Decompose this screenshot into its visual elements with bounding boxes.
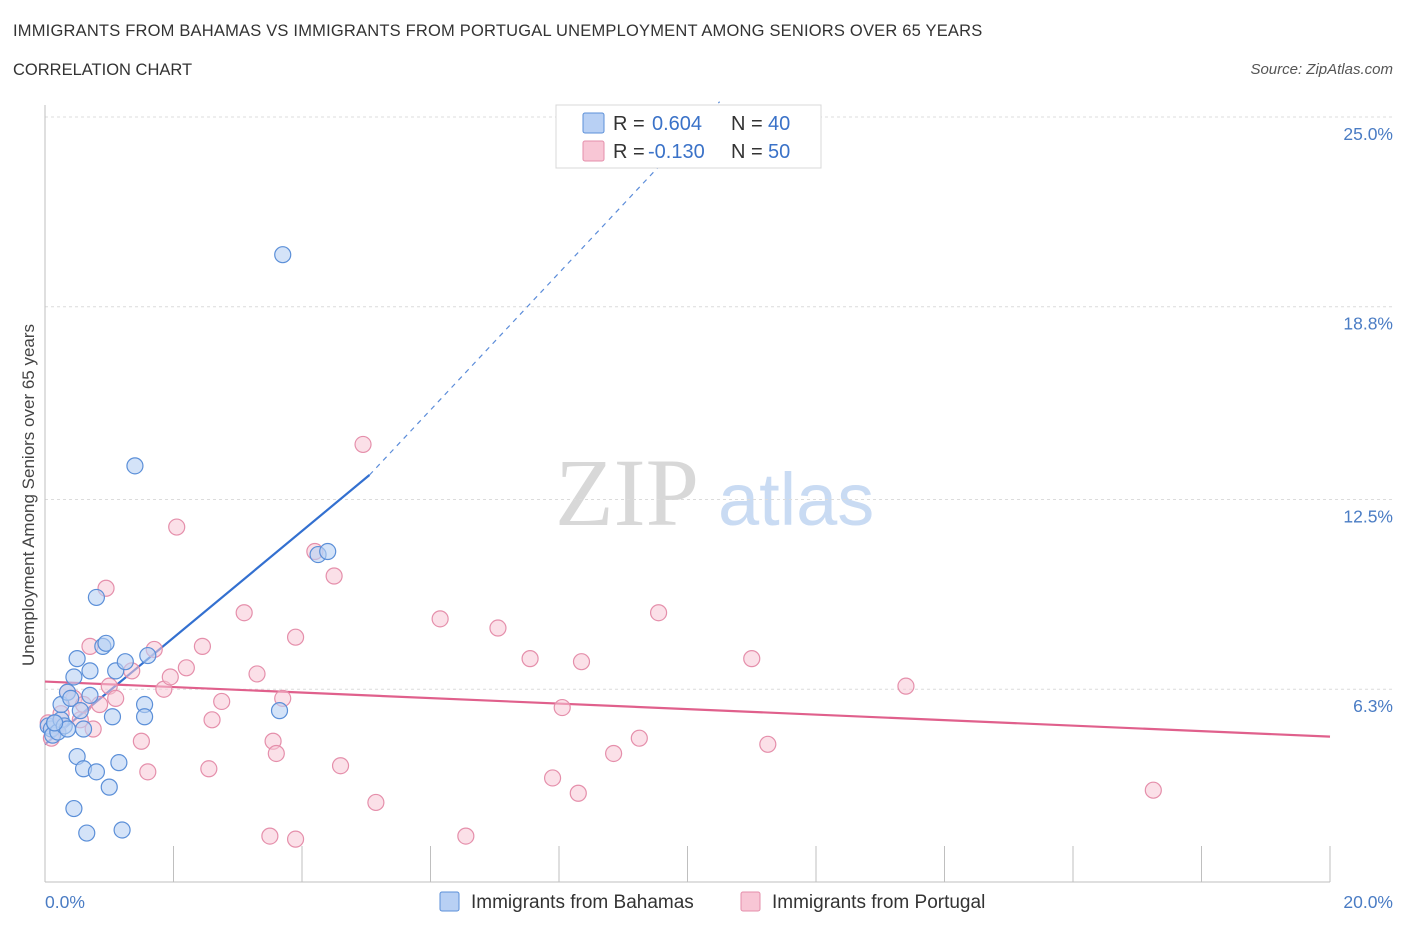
legend-n-value: 50 [768, 141, 790, 163]
axes [44, 105, 1331, 883]
portugal-point [267, 744, 285, 763]
bahamas-point [319, 542, 337, 561]
y-tick-label: 12.5% [1343, 507, 1393, 527]
y-tick-labels: 6.3% 12.5% 18.8% 25.0% [1343, 124, 1393, 716]
trend-lines [44, 101, 1331, 746]
chart-subtitle: CORRELATION CHART [13, 61, 193, 79]
portugal-point [107, 689, 125, 708]
legend-n-label: N = [731, 113, 763, 135]
portugal-point [759, 735, 777, 753]
bahamas-point [81, 686, 99, 704]
portugal-point [213, 692, 231, 711]
bahamas-point [110, 754, 128, 772]
portugal-point [325, 567, 343, 585]
bahamas-point [103, 708, 122, 726]
portugal-point [331, 757, 350, 775]
portugal-point [367, 793, 385, 812]
y-tick-label: 6.3% [1353, 696, 1393, 716]
bahamas-point [68, 650, 86, 668]
portugal-point [605, 744, 623, 763]
y-tick-label: 25.0% [1343, 124, 1393, 144]
portugal-point [743, 650, 761, 668]
portugal-point [572, 653, 591, 671]
portugal-point [286, 830, 305, 848]
x-tick-label-min: 0.0% [45, 892, 85, 912]
source-label: Source: ZipAtlas.com [1250, 61, 1393, 78]
portugal-point [354, 435, 372, 454]
portugal-point [569, 784, 587, 802]
portugal-point [543, 769, 562, 787]
bottom-legend-swatch-portugal [740, 891, 761, 912]
portugal-point [177, 659, 195, 677]
legend-swatch-portugal [582, 140, 605, 162]
bahamas-point [87, 588, 106, 607]
bottom-legend-swatch-bahamas [439, 891, 460, 912]
legend-r-label: R = [613, 113, 645, 135]
bahamas-point [81, 662, 99, 680]
bahamas-point [62, 689, 80, 708]
bottom-legend-label-portugal: Immigrants from Portugal [772, 892, 985, 913]
portugal-point [630, 729, 648, 747]
portugal-point [203, 711, 221, 729]
bahamas-point [274, 246, 292, 264]
portugal-point [649, 604, 668, 622]
legend-r-value: 0.604 [652, 113, 702, 135]
series-legend: Immigrants from Bahamas Immigrants from … [439, 891, 985, 913]
portugal-point [489, 619, 507, 637]
portugal-point [161, 668, 179, 686]
portugal-point [1144, 781, 1162, 799]
bahamas-point [87, 763, 106, 781]
bahamas-point [270, 702, 289, 720]
y-tick-label: 18.8% [1343, 314, 1393, 334]
bahamas-point [74, 720, 93, 738]
portugal-trend-line [44, 680, 1331, 738]
bahamas-point [113, 821, 131, 839]
legend-n-value: 40 [768, 113, 790, 135]
watermark-zip: ZIP [555, 439, 699, 546]
portugal-point [457, 827, 475, 845]
bahamas-point [97, 634, 115, 652]
legend-n-label: N = [731, 141, 763, 163]
legend-swatch-bahamas [582, 112, 605, 134]
legend-r-label: R = [613, 141, 645, 163]
chart-title: IMMIGRANTS FROM BAHAMAS VS IMMIGRANTS FR… [13, 22, 983, 40]
bahamas-points [39, 246, 337, 842]
legend-r-value: -0.130 [648, 141, 705, 163]
portugal-point [553, 698, 571, 717]
portugal-point [897, 677, 915, 695]
portugal-point [139, 763, 157, 781]
bahamas-point [78, 824, 96, 842]
portugal-point [521, 650, 539, 668]
y-axis-label: Unemployment Among Seniors over 65 years [19, 324, 38, 666]
portugal-point [168, 518, 186, 536]
bottom-legend-label-bahamas: Immigrants from Bahamas [471, 892, 694, 913]
bahamas-point [46, 714, 64, 732]
portugal-point [200, 760, 218, 778]
bahamas-point [116, 653, 134, 671]
bahamas-point [100, 778, 118, 796]
portugal-point [193, 637, 212, 655]
bahamas-point [65, 668, 83, 686]
portugal-point [248, 665, 266, 683]
portugal-point [431, 610, 449, 628]
bahamas-point [126, 457, 144, 475]
correlation-legend: R = 0.604 N = 40 R = -0.130 N = 50 [555, 104, 822, 169]
portugal-point [235, 604, 253, 622]
gridlines [45, 116, 1395, 690]
bahamas-point [71, 702, 89, 720]
bahamas-point [65, 799, 83, 818]
x-tick-label-max: 20.0% [1343, 892, 1393, 912]
portugal-point [261, 827, 279, 845]
portugal-point [286, 628, 305, 646]
bahamas-point [139, 646, 157, 665]
bahamas-point [135, 708, 154, 726]
portugal-point [132, 732, 150, 750]
